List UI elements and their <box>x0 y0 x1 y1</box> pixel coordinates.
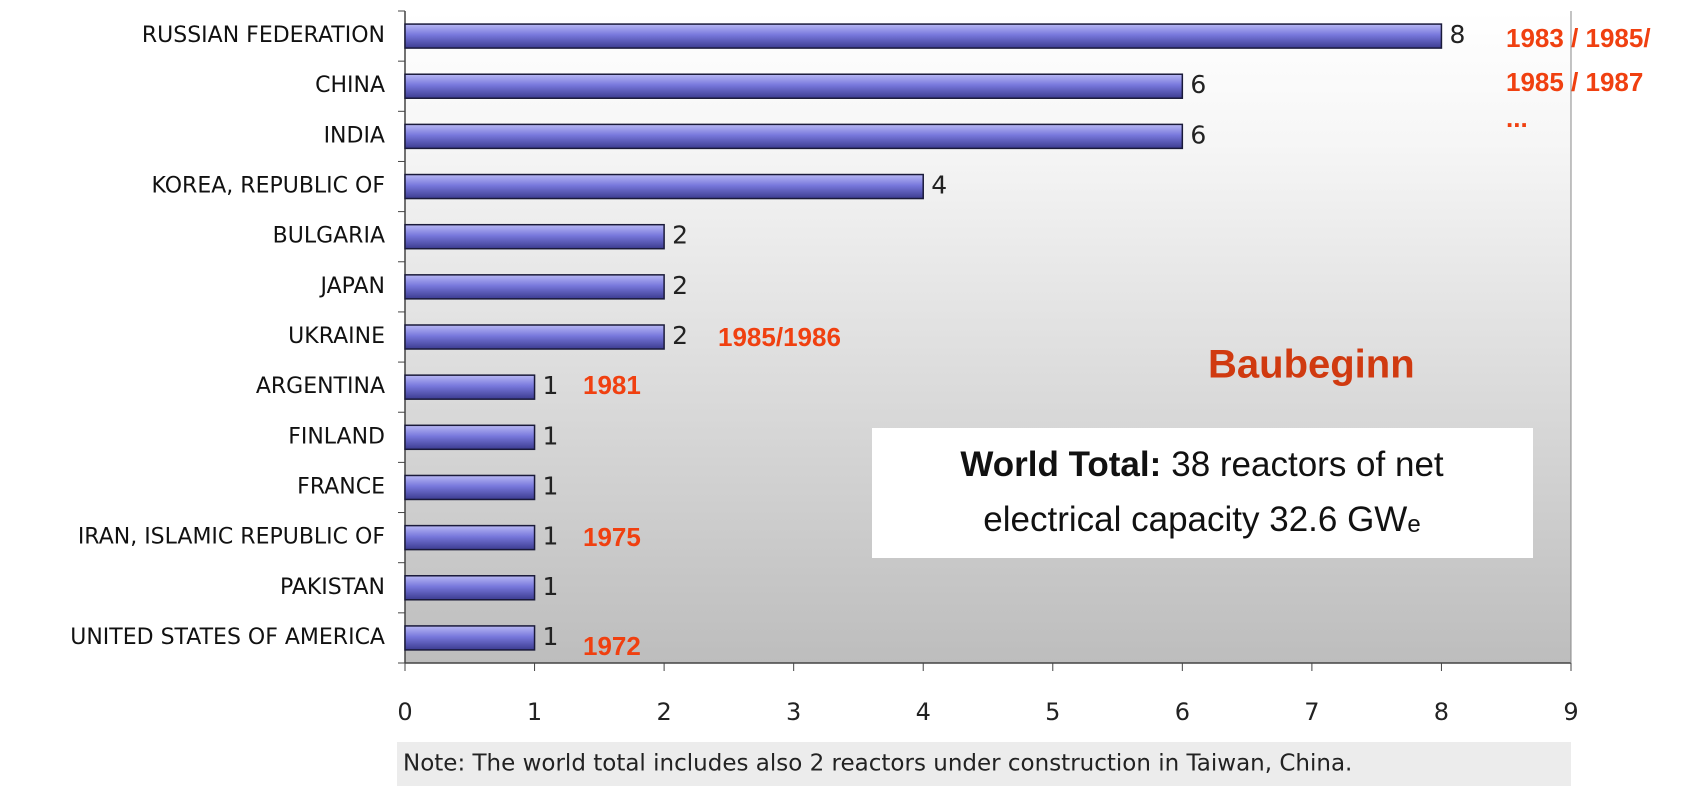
y-tick-label: KOREA, REPUBLIC OF <box>152 174 385 199</box>
bar <box>404 123 1184 150</box>
bar <box>404 173 924 200</box>
annotation: 1983 / 1985/ <box>1506 23 1651 53</box>
value-label: 1 <box>543 522 559 551</box>
y-tick-label: INDIA <box>324 123 385 148</box>
y-tick-label: UNITED STATES OF AMERICA <box>70 625 385 650</box>
bar <box>404 474 536 501</box>
x-tick-label: 9 <box>1563 698 1578 726</box>
x-tick-label: 4 <box>916 698 931 726</box>
x-tick-label: 8 <box>1434 698 1449 726</box>
y-tick-label: UKRAINE <box>288 324 385 349</box>
note-background <box>397 742 1571 786</box>
y-tick-label: BULGARIA <box>273 224 385 249</box>
bar <box>404 73 1184 99</box>
value-label: 1 <box>543 622 559 651</box>
x-tick-label: 7 <box>1304 698 1319 726</box>
y-tick-label: FRANCE <box>297 474 385 499</box>
y-tick-label: JAPAN <box>318 274 385 299</box>
bar <box>404 424 536 451</box>
annotation: 1975 <box>583 522 641 552</box>
bar <box>404 324 665 350</box>
value-label: 6 <box>1190 120 1206 149</box>
value-label: 1 <box>543 572 559 601</box>
value-label: 8 <box>1449 20 1465 49</box>
note: Note: The world total includes also 2 re… <box>403 751 1352 777</box>
annotation: 1985/1986 <box>718 322 841 352</box>
x-tick-label: 1 <box>527 698 542 726</box>
bar <box>404 223 665 250</box>
x-tick-label: 6 <box>1175 698 1190 726</box>
value-label: 1 <box>543 421 559 450</box>
value-label: 2 <box>672 221 688 250</box>
bar <box>404 23 1443 49</box>
annotation: ... <box>1506 103 1528 133</box>
y-tick-label: IRAN, ISLAMIC REPUBLIC OF <box>78 525 385 550</box>
y-tick-label: PAKISTAN <box>280 575 385 600</box>
value-label: 1 <box>543 371 559 400</box>
box-line-2: electrical capacity 32.6 GWe <box>983 500 1420 539</box>
value-label: 1 <box>543 471 559 500</box>
annotation: 1972 <box>583 631 641 661</box>
total-box <box>872 428 1533 558</box>
y-tick-label: ARGENTINA <box>256 374 385 399</box>
bar <box>404 524 536 551</box>
annotation: 1985 / 1987 <box>1506 67 1643 97</box>
annotation: 1981 <box>583 370 641 400</box>
x-tick-label: 5 <box>1045 698 1060 726</box>
y-tick-label: CHINA <box>315 73 385 98</box>
y-tick-label: RUSSIAN FEDERATION <box>142 23 385 48</box>
annotation: Baubeginn <box>1208 343 1415 387</box>
value-label: 2 <box>672 271 688 300</box>
value-label: 2 <box>672 321 688 350</box>
bar <box>404 625 536 651</box>
bar <box>404 274 665 300</box>
y-tick-label: FINLAND <box>288 424 385 449</box>
value-label: 4 <box>931 171 947 200</box>
value-label: 6 <box>1190 70 1206 99</box>
x-tick-label: 3 <box>786 698 801 726</box>
box-line-1: World Total: 38 reactors of net <box>960 445 1444 484</box>
bar <box>404 575 536 601</box>
bar <box>404 374 536 400</box>
x-tick-label: 2 <box>656 698 671 726</box>
x-tick-label: 0 <box>397 698 412 726</box>
